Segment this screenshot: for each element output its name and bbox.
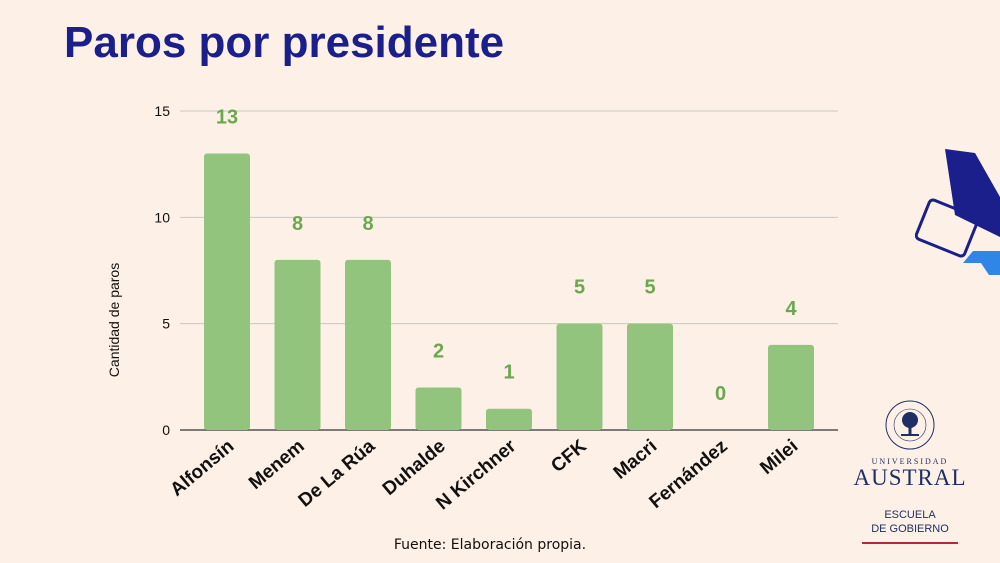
university-seal-icon [885,400,935,450]
data-label: 0 [715,383,726,405]
bar [556,323,603,430]
y-axis-label: Cantidad de paros [106,263,122,377]
x-tick-label: CFK [547,436,591,477]
university-logo: UNIVERSIDAD AUSTRAL ESCUELA DE GOBIERNO [850,398,970,544]
chart-bars: 13 8 8 2 1 5 5 0 4 [204,107,814,431]
data-label: 8 [292,213,303,235]
data-label: 8 [362,213,373,235]
school-line-2: DE GOBIERNO [871,523,949,535]
y-tick-label: 10 [154,209,170,225]
data-label: 5 [574,277,585,299]
y-tick-label: 15 [154,103,170,119]
x-tick-label: Fernández [645,436,731,513]
bar [274,259,321,430]
bar [486,408,532,430]
x-tick-label: Alfonsín [166,436,238,501]
data-label: 13 [216,107,238,129]
y-tick-label: 0 [162,422,170,438]
data-label: 1 [503,362,514,384]
data-label: 4 [785,298,797,320]
bar [627,323,673,430]
school-underline [862,542,958,544]
data-label: 5 [644,277,655,299]
data-label: 2 [433,340,444,362]
university-name: AUSTRAL [853,465,967,490]
school-line-1: ESCUELA [884,509,936,521]
slide-title: Paros por presidente [64,18,505,67]
checkmark-shape [963,251,1000,275]
x-tick-label: Milei [756,436,802,479]
university-top-label: UNIVERSIDAD [871,457,949,466]
ballot-envelope-shape [945,149,1000,237]
chart-y-ticks: 0 5 10 15 [154,103,170,438]
y-tick-label: 5 [162,316,170,332]
bar [415,387,462,430]
source-note: Fuente: Elaboración propia. [393,537,587,553]
x-tick-label: Macri [610,436,662,484]
ballot-box-illustration [915,149,1000,275]
x-tick-label: De La Rúa [295,435,380,511]
bar [345,259,391,430]
bar [204,153,250,431]
x-tick-label: Duhalde [379,436,450,500]
school-name: ESCUELA DE GOBIERNO [850,508,970,536]
bar [768,344,814,430]
x-tick-label: Menem [245,436,309,494]
